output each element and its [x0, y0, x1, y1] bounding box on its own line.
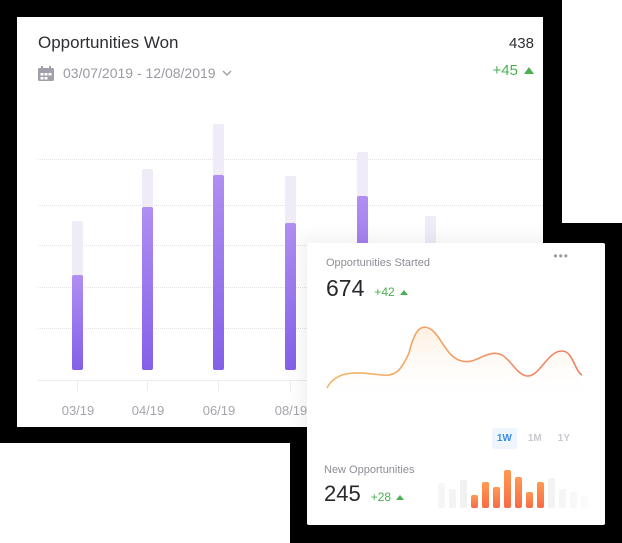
- bar[interactable]: [471, 495, 478, 508]
- delta-value: +45: [492, 62, 518, 79]
- x-tick: [218, 381, 219, 391]
- bar[interactable]: [537, 482, 544, 508]
- opportunities-started-card: Opportunities Started ••• 674 +42 1W 1M …: [307, 243, 605, 525]
- card-title: Opportunities Won: [38, 33, 179, 52]
- delta-badge: +28: [370, 490, 405, 504]
- started-value-row: 674 +42: [326, 275, 408, 302]
- delta-value: +28: [370, 490, 392, 504]
- started-value: 674: [326, 275, 365, 301]
- delta-value: +42: [374, 285, 395, 299]
- bar: [581, 496, 588, 508]
- range-1y-button[interactable]: 1Y: [557, 433, 570, 444]
- x-tick: [147, 381, 148, 391]
- x-tick: [290, 381, 291, 391]
- card-title: Opportunities Started: [326, 257, 430, 269]
- total-value: 438: [508, 35, 534, 52]
- range-1w-button[interactable]: 1W: [491, 428, 517, 449]
- bar: [559, 489, 566, 508]
- delta-badge: +42: [374, 285, 408, 299]
- chevron-down-icon: [222, 70, 232, 77]
- bar: [460, 480, 467, 508]
- new-opportunities-value: 245: [324, 481, 361, 506]
- triangle-up-icon: [524, 67, 534, 74]
- sparkline-chart: [326, 326, 582, 403]
- bar-won[interactable]: [72, 275, 83, 370]
- x-axis: [38, 380, 543, 381]
- x-label: 03/19: [61, 403, 95, 418]
- x-label: 08/19: [274, 403, 308, 418]
- date-range-label: 03/07/2019 - 12/08/2019: [63, 65, 216, 81]
- x-label: 06/19: [202, 403, 236, 418]
- bar[interactable]: [504, 470, 511, 508]
- delta-badge: +45: [493, 62, 534, 79]
- triangle-up-icon: [396, 494, 405, 500]
- bar[interactable]: [493, 487, 500, 508]
- bar: [570, 492, 577, 508]
- bar: [449, 489, 456, 508]
- new-opportunities-title: New Opportunities: [324, 464, 415, 476]
- bar-won[interactable]: [142, 207, 153, 370]
- range-1m-button[interactable]: 1M: [527, 433, 542, 444]
- x-tick: [77, 381, 78, 391]
- bar-won[interactable]: [213, 175, 224, 370]
- range-selector: 1W 1M 1Y: [491, 428, 575, 449]
- bar-won[interactable]: [285, 223, 296, 370]
- bar[interactable]: [482, 482, 489, 508]
- bar: [438, 483, 445, 508]
- calendar-icon: [38, 65, 54, 81]
- more-options-icon[interactable]: •••: [553, 249, 569, 263]
- bar[interactable]: [515, 477, 522, 508]
- date-range-picker[interactable]: 03/07/2019 - 12/08/2019: [38, 65, 232, 81]
- new-opportunities-value-row: 245 +28: [324, 481, 405, 507]
- bar[interactable]: [526, 492, 533, 508]
- gridline: [38, 159, 543, 160]
- triangle-up-icon: [399, 289, 408, 295]
- x-label: 04/19: [131, 403, 165, 418]
- bar: [548, 478, 555, 508]
